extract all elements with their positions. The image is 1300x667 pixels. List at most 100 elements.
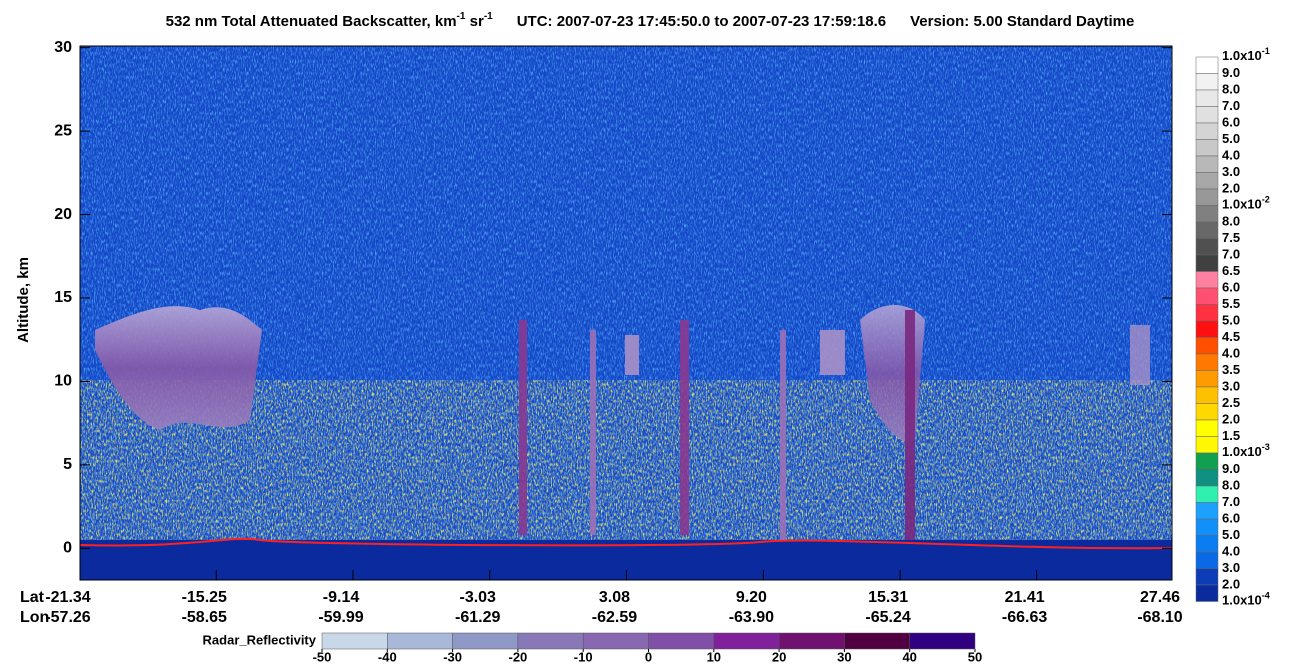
colorbar-label: 7.0: [1222, 494, 1240, 509]
colorbar-swatch: [1195, 56, 1219, 74]
radar-swatch: [452, 632, 519, 650]
colorbar-label: 9.0: [1222, 65, 1240, 80]
radar-swatch: [517, 632, 584, 650]
lon-tick-label: -65.24: [865, 609, 910, 626]
colorbar-swatch: [1195, 106, 1219, 124]
colorbar-swatch: [1195, 485, 1219, 503]
colorbar-label: 1.0x10-3: [1222, 442, 1270, 459]
colorbar-label: 6.0: [1222, 279, 1240, 294]
y-tick-label: 20: [54, 206, 72, 223]
radar-tick-label: 0: [645, 649, 652, 664]
radar-tick-label: 10: [707, 649, 721, 664]
colorbar-label-base: 1.0x10: [1222, 444, 1262, 459]
colorbar-label-base: 1.0x10: [1222, 593, 1262, 608]
colorbar-label: 3.0: [1222, 560, 1240, 575]
colorbar-swatch: [1195, 403, 1219, 421]
colorbar-swatch: [1195, 254, 1219, 272]
colorbar-label: 1.0x10-1: [1222, 46, 1270, 63]
colorbar-label: 7.0: [1222, 98, 1240, 113]
backscatter-image: [79, 45, 1173, 581]
title-sup: -1: [457, 11, 466, 22]
colorbar-swatch: [1195, 221, 1219, 239]
title-text: sr: [465, 13, 484, 30]
lon-label: Lon: [20, 609, 49, 626]
lat-label: Lat: [20, 589, 45, 606]
colorbar-label: 2.5: [1222, 395, 1240, 410]
colorbar-swatch: [1195, 271, 1219, 289]
colorbar-swatch: [1195, 502, 1219, 520]
colorbar-swatch: [1195, 89, 1219, 107]
title-text: 532 nm Total Attenuated Backscatter, km: [166, 13, 457, 30]
colorbar-swatch: [1195, 139, 1219, 157]
colorbar-swatch: [1195, 584, 1219, 602]
colorbar-label-base: 1.0x10: [1222, 48, 1262, 63]
y-tick-label: 10: [54, 373, 72, 390]
colorbar-swatch: [1195, 386, 1219, 404]
radar-swatch: [713, 632, 780, 650]
colorbar-swatch: [1195, 469, 1219, 487]
colorbar-label: 8.0: [1222, 213, 1240, 228]
radar-swatch: [387, 632, 453, 650]
colorbar-swatch: [1195, 353, 1219, 371]
lon-tick-label: -59.99: [318, 609, 363, 626]
colorbar-swatch: [1195, 320, 1219, 338]
radar-label: Radar_Reflectivity: [203, 632, 317, 647]
colorbar-label: 4.0: [1222, 345, 1240, 360]
colorbar-label: 6.0: [1222, 510, 1240, 525]
radar-swatch: [582, 632, 649, 650]
radar-tick-label: 20: [772, 649, 786, 664]
lon-tick-label: -58.65: [182, 609, 227, 626]
radar-tick-label: -20: [509, 649, 528, 664]
radar-swatch: [778, 632, 845, 650]
colorbar-swatch: [1195, 551, 1219, 569]
x-tick-label: -15.25: [182, 589, 227, 606]
colorbar-label: 4.0: [1222, 543, 1240, 558]
radar-swatch: [844, 632, 910, 650]
colorbar-label: 1.0x10-2: [1222, 195, 1270, 212]
title-version: Version: 5.00 Standard Daytime: [910, 13, 1134, 30]
lon-tick-label: -63.90: [729, 609, 774, 626]
colorbar-swatch: [1195, 518, 1219, 536]
y-tick-label: 0: [63, 540, 72, 557]
title-utc: UTC: 2007-07-23 17:45:50.0 to 2007-07-23…: [517, 13, 886, 30]
x-tick-label: 27.46: [1140, 589, 1180, 606]
x-tick-label: -21.34: [45, 589, 90, 606]
colorbar-swatch: [1195, 122, 1219, 140]
radar-tick-label: 40: [902, 649, 916, 664]
colorbar-swatch: [1195, 188, 1219, 206]
colorbar-label: 4.0: [1222, 147, 1240, 162]
colorbar-label: 5.5: [1222, 296, 1240, 311]
lon-tick-label: -61.29: [455, 609, 500, 626]
radar-swatch: [909, 632, 976, 650]
lon-tick-label: -57.26: [45, 609, 90, 626]
radar-swatch: [321, 632, 388, 650]
colorbar-label: 3.5: [1222, 362, 1240, 377]
radar-tick-label: -40: [378, 649, 397, 664]
x-tick-label: 21.41: [1005, 589, 1045, 606]
colorbar-label: 5.0: [1222, 131, 1240, 146]
colorbar-label: 5.0: [1222, 312, 1240, 327]
colorbar-label: 9.0: [1222, 461, 1240, 476]
colorbar-swatch: [1195, 155, 1219, 173]
x-tick-label: -9.14: [323, 589, 360, 606]
colorbar-label: 6.0: [1222, 114, 1240, 129]
colorbar-label: 7.5: [1222, 230, 1240, 245]
colorbar-label: 4.5: [1222, 329, 1240, 344]
radar-tick-label: 30: [837, 649, 851, 664]
x-tick-label: 3.08: [599, 589, 630, 606]
radar-tick-label: -10: [574, 649, 593, 664]
x-tick-label: -3.03: [459, 589, 496, 606]
y-axis-title: Altitude, km: [15, 257, 32, 343]
colorbar-label: 8.0: [1222, 81, 1240, 96]
colorbar-label-exp: -1: [1262, 46, 1270, 56]
lon-tick-label: -68.10: [1137, 609, 1182, 626]
colorbar-label: 1.0x10-4: [1222, 591, 1270, 608]
colorbar-label: 8.0: [1222, 477, 1240, 492]
colorbar-swatch: [1195, 238, 1219, 256]
colorbar-label-exp: -3: [1262, 442, 1270, 452]
colorbar-label: 1.5: [1222, 428, 1240, 443]
y-tick-label: 30: [54, 39, 72, 56]
colorbar-label-exp: -4: [1262, 591, 1270, 601]
radar-swatch: [648, 632, 715, 650]
x-tick-label: 9.20: [736, 589, 767, 606]
